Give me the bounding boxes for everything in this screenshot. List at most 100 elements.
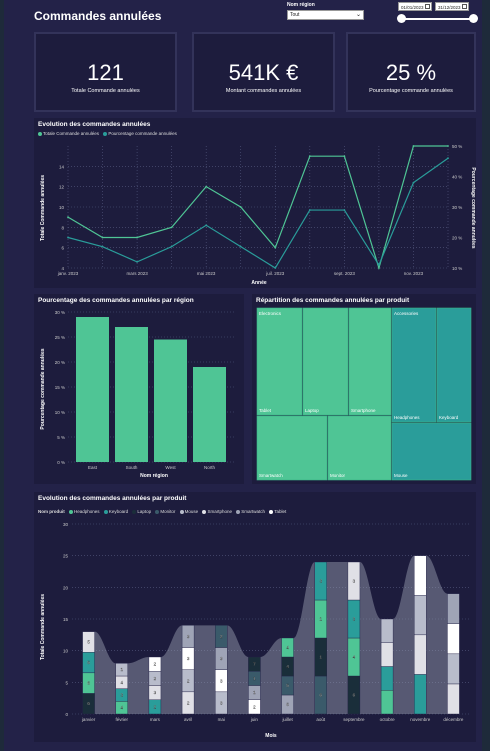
page-title: Commandes annulées xyxy=(34,9,162,23)
series-point xyxy=(239,245,242,248)
legend-item: Smartwatch xyxy=(241,509,265,514)
date-end-value: 31/12/2023 xyxy=(438,5,461,10)
line-chart-axes: 14 12 10 8 6 4 50 % 40 % 30 % 20 % 10 % janv. 2023 m… xyxy=(57,144,462,276)
y-tick-label: 4 xyxy=(61,266,64,271)
kpi-card-percent: 25 % Pourcentage commande annulées xyxy=(346,32,476,112)
data-label: 3 xyxy=(187,656,190,661)
x-axis-label: Année xyxy=(251,280,267,286)
x-tick-label: septembre xyxy=(343,717,365,722)
date-slider-track[interactable] xyxy=(404,18,475,20)
data-label: 3 xyxy=(220,678,223,683)
treemap-cells: Tablet Laptop Smartphone Smartwatch Monitor H… xyxy=(256,307,472,481)
series-point xyxy=(67,236,69,239)
treemap-cell-smartwatch xyxy=(256,415,328,481)
x-tick-label: juillet xyxy=(281,717,293,722)
legend-dot xyxy=(38,131,42,136)
treemap-cell-headphones xyxy=(391,307,437,423)
ribbon-band xyxy=(94,631,116,714)
series-point xyxy=(136,261,138,263)
ribbon-segment xyxy=(380,642,394,667)
data-label: 3 xyxy=(353,617,356,622)
ribbon-segment xyxy=(414,634,427,675)
y2-tick-label: 10 % xyxy=(452,266,462,271)
ribbon-segment xyxy=(447,683,460,715)
data-label: 4 xyxy=(120,680,123,685)
treemap-cell-mouse xyxy=(391,422,472,481)
ribbon-band xyxy=(359,562,382,714)
data-label: 2 xyxy=(187,700,190,705)
series-point xyxy=(170,245,173,248)
series-point xyxy=(447,157,449,160)
y2-tick-label: 50 % xyxy=(452,144,462,149)
data-label: 3 xyxy=(319,579,322,584)
kpi-value: 25 % xyxy=(385,60,437,85)
date-slider-end-handle[interactable] xyxy=(469,14,478,23)
ribbon-chart-panel: Evolution des commandes annulées par pro… xyxy=(34,492,476,742)
treemap-label: Keyboard xyxy=(439,415,459,420)
treemap-cell-laptop xyxy=(302,307,349,416)
kpi-label: Pourcentage commande annulées xyxy=(369,88,453,94)
ribbon-segment xyxy=(281,637,294,658)
ribbon-segment xyxy=(414,555,427,596)
series-line-total xyxy=(67,145,448,271)
ribbon-segment xyxy=(215,625,228,648)
x-tick-label: juil. 2023 xyxy=(265,271,285,276)
ribbon-segment xyxy=(181,625,195,648)
ribbon-segment xyxy=(447,653,460,685)
x-tick-label: août xyxy=(316,717,326,722)
series-point xyxy=(308,155,311,158)
data-label: 1 xyxy=(319,655,322,660)
data-label: 5 xyxy=(87,660,90,665)
series-point xyxy=(378,267,380,269)
series-point xyxy=(239,206,242,208)
y-tick-label: 20 % xyxy=(55,360,65,365)
date-end-input[interactable]: 31/12/2023 xyxy=(435,2,469,11)
y-axis-label: Totale Commande annulées xyxy=(40,594,46,660)
data-label: 3 xyxy=(353,579,356,584)
data-label: 1 xyxy=(319,617,322,622)
y2-axis-label: Pourcentage commande annulées xyxy=(470,167,476,248)
line-chart-panel: Evolution des commandes annulées Totale … xyxy=(34,118,476,288)
data-label: 4 xyxy=(120,705,123,710)
region-chart-svg: 30 % 25 % 20 % 15 % 10 % 5 % 0 % East South West… xyxy=(40,310,234,479)
kpi-card-total: 121 Totale Commande annulées xyxy=(34,32,177,112)
line-chart-svg: 14 12 10 8 6 4 50 % 40 % 30 % 20 % 10 % janv. 2023 m… xyxy=(40,144,476,286)
line-chart-series xyxy=(67,145,449,271)
y-tick-label: 5 xyxy=(65,680,68,685)
ribbon-segment xyxy=(115,663,128,677)
kpi-value: 541K € xyxy=(228,60,299,85)
series-point xyxy=(308,209,311,211)
y-tick-label: 10 % xyxy=(55,410,65,415)
y-tick-label: 5 % xyxy=(57,435,65,440)
series-point xyxy=(205,185,208,188)
data-label: 6 xyxy=(353,693,356,698)
data-label: 3 xyxy=(220,700,223,705)
legend-dot xyxy=(179,509,184,514)
ribbon-segment xyxy=(447,593,460,624)
legend-dot xyxy=(155,509,160,514)
legend-dot xyxy=(103,509,108,514)
data-label: 6 xyxy=(319,693,322,698)
kpi-label: Montant commandes annulées xyxy=(225,88,302,94)
region-filter-select[interactable]: Tout ⌄ xyxy=(287,10,364,20)
line-chart-grid xyxy=(67,146,449,269)
ribbon-segment xyxy=(314,561,327,601)
ribbon-segment xyxy=(347,561,361,601)
x-tick-label: West xyxy=(165,465,176,470)
ribbon-band xyxy=(260,638,282,714)
y-tick-label: 0 xyxy=(65,712,68,717)
treemap-label: Monitor xyxy=(330,473,346,478)
ribbon-band xyxy=(426,555,448,714)
series-point xyxy=(205,224,208,227)
data-label: 3 xyxy=(187,634,190,639)
ribbon-chart-title: Evolution des commandes annulées par pro… xyxy=(38,495,187,502)
data-label: 2 xyxy=(154,704,157,709)
treemap-label: Tablet xyxy=(259,408,272,413)
date-start-input[interactable]: 01/01/2023 xyxy=(398,2,432,11)
ribbon-band xyxy=(293,562,315,714)
date-slider-start-handle[interactable] xyxy=(397,14,406,23)
series-point xyxy=(101,245,104,248)
x-axis-label: Mois xyxy=(265,733,277,739)
y-tick-label: 25 xyxy=(63,554,69,559)
